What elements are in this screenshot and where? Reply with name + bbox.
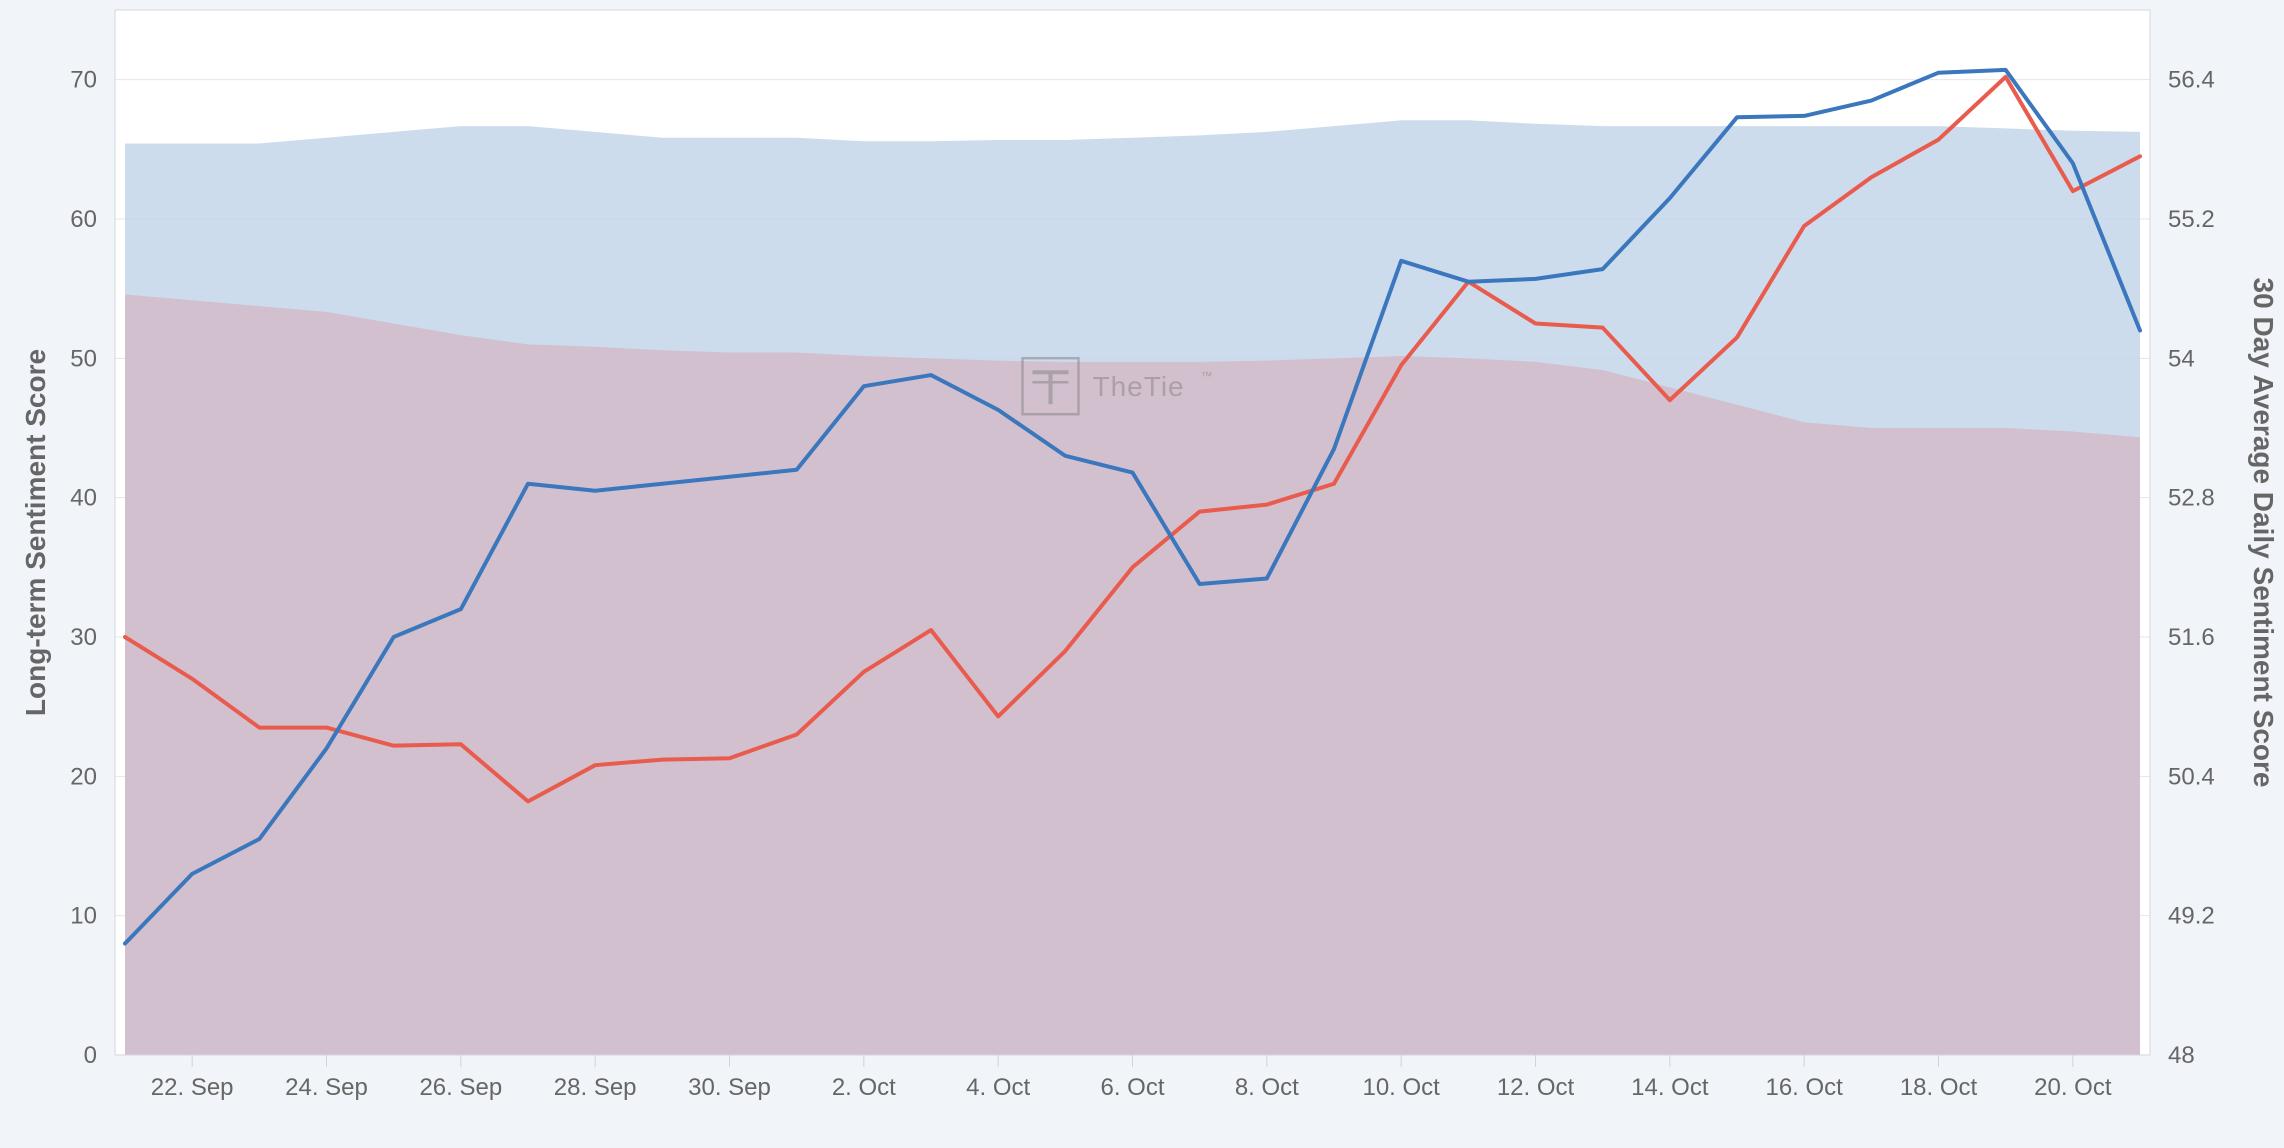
x-tick-label: 14. Oct xyxy=(1631,1074,1709,1101)
x-tick-label: 16. Oct xyxy=(1765,1074,1843,1101)
x-tick-label: 4. Oct xyxy=(966,1074,1030,1101)
x-tick-label: 2. Oct xyxy=(832,1074,896,1101)
x-tick-label: 8. Oct xyxy=(1235,1074,1299,1101)
sentiment-chart: TheTie ™ 0 10 20 30 40 50 60 70 48 49.2 50.4 51.6 52.8… xyxy=(0,0,2284,1148)
y-right-tick-label: 55.2 xyxy=(2168,206,2215,233)
x-tick-label: 24. Sep xyxy=(285,1074,368,1101)
x-tick-label: 10. Oct xyxy=(1362,1074,1440,1101)
y-left-tick-label: 60 xyxy=(70,206,97,233)
chart-container: TheTie ™ 0 10 20 30 40 50 60 70 48 49.2 50.4 51.6 52.8… xyxy=(0,0,2284,1148)
y-right-tick-label: 48 xyxy=(2168,1042,2195,1069)
y-left-tick-label: 70 xyxy=(70,67,97,94)
watermark-text: TheTie xyxy=(1093,371,1185,402)
y-left-tick-label: 40 xyxy=(70,485,97,512)
y-right-tick-label: 51.6 xyxy=(2168,624,2215,651)
x-tick-label: 20. Oct xyxy=(2034,1074,2112,1101)
y-left-tick-label: 50 xyxy=(70,345,97,372)
x-tick-label: 6. Oct xyxy=(1100,1074,1164,1101)
y-right-tick-label: 56.4 xyxy=(2168,67,2215,94)
y-left-tick-label: 20 xyxy=(70,763,97,790)
x-tick-label: 22. Sep xyxy=(151,1074,234,1101)
y-left-tick-label: 0 xyxy=(84,1042,97,1069)
x-tick-label: 18. Oct xyxy=(1900,1074,1978,1101)
x-tick-label: 30. Sep xyxy=(688,1074,771,1101)
y-left-tick-label: 30 xyxy=(70,624,97,651)
y-left-axis-title: Long-term Sentiment Score xyxy=(20,349,51,716)
y-left-tick-label: 10 xyxy=(70,903,97,930)
x-tick-label: 12. Oct xyxy=(1497,1074,1575,1101)
y-right-tick-label: 50.4 xyxy=(2168,763,2215,790)
y-right-tick-label: 54 xyxy=(2168,345,2195,372)
svg-text:™: ™ xyxy=(1201,369,1213,383)
y-right-tick-label: 49.2 xyxy=(2168,903,2215,930)
y-right-tick-label: 52.8 xyxy=(2168,485,2215,512)
x-tick-label: 28. Sep xyxy=(554,1074,637,1101)
y-right-axis-title: 30 Day Average Daily Sentiment Score xyxy=(2248,278,2279,788)
x-tick-label: 26. Sep xyxy=(419,1074,502,1101)
